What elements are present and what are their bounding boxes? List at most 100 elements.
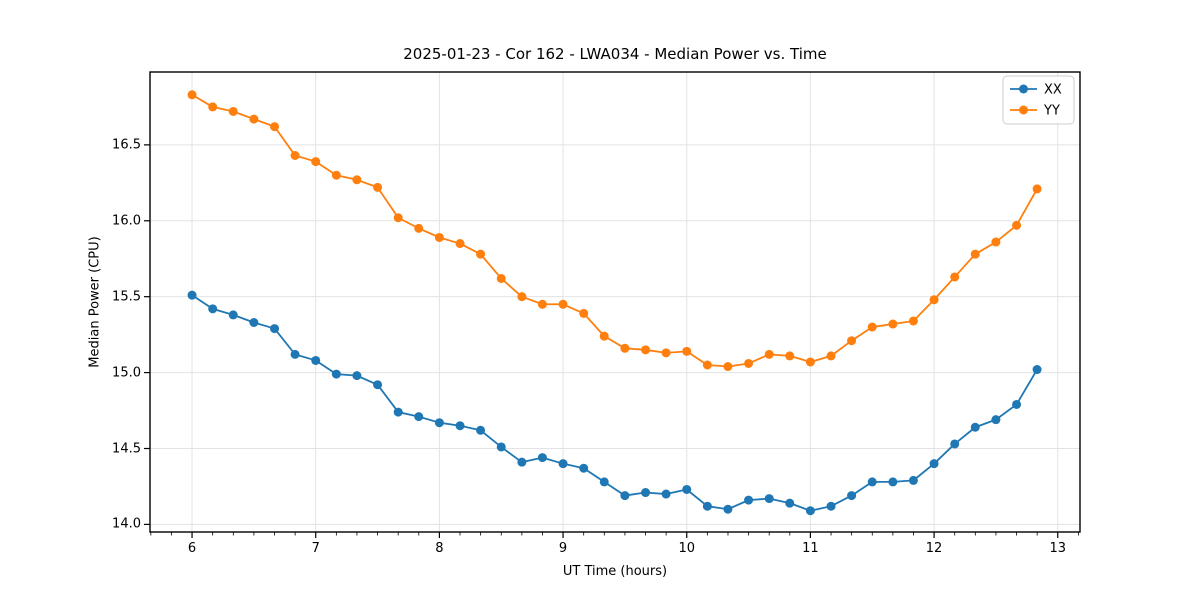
data-point-xx — [702, 501, 712, 511]
data-point-yy — [1012, 220, 1022, 230]
data-point-yy — [228, 106, 238, 116]
data-point-yy — [249, 114, 259, 124]
data-point-yy — [682, 346, 692, 356]
data-point-xx — [950, 439, 960, 449]
data-point-xx — [455, 421, 465, 431]
y-tick-label: 15.5 — [112, 289, 141, 305]
data-point-xx — [311, 355, 321, 365]
data-point-yy — [414, 223, 424, 233]
data-point-xx — [187, 290, 197, 300]
data-point-xx — [517, 457, 527, 467]
data-point-xx — [744, 495, 754, 505]
legend-box — [1002, 75, 1075, 125]
data-point-yy — [1032, 184, 1042, 194]
data-point-yy — [805, 357, 815, 367]
data-point-yy — [641, 345, 651, 355]
legend-marker-xx — [1019, 84, 1028, 94]
data-point-yy — [888, 319, 898, 329]
x-tick-label: 13 — [1049, 541, 1067, 556]
data-point-yy — [723, 362, 733, 372]
y-tick-label: 15.0 — [112, 365, 141, 381]
data-point-yy — [620, 343, 630, 353]
data-point-yy — [187, 90, 197, 100]
data-point-xx — [661, 489, 671, 499]
data-point-xx — [867, 477, 877, 487]
data-point-xx — [723, 504, 733, 514]
data-point-xx — [434, 418, 444, 428]
data-point-xx — [620, 491, 630, 501]
data-point-yy — [476, 249, 486, 259]
data-point-yy — [847, 336, 857, 346]
data-point-yy — [270, 122, 280, 132]
y-tick-label: 16.0 — [112, 213, 141, 229]
data-point-xx — [1012, 399, 1022, 409]
data-point-xx — [249, 317, 259, 327]
data-point-xx — [908, 475, 918, 485]
data-point-xx — [826, 501, 836, 511]
data-point-yy — [929, 295, 939, 305]
x-tick-label: 7 — [311, 541, 320, 556]
x-tick-label: 9 — [558, 541, 568, 556]
data-point-xx — [785, 498, 795, 508]
data-point-xx — [270, 324, 280, 334]
data-point-yy — [331, 170, 341, 180]
data-point-xx — [496, 442, 506, 452]
axes-box — [149, 71, 1081, 533]
data-point-xx — [991, 415, 1001, 425]
data-point-xx — [888, 477, 898, 487]
data-point-yy — [744, 358, 754, 368]
data-point-yy — [867, 322, 877, 332]
x-tick-label: 6 — [187, 541, 197, 556]
data-point-xx — [682, 484, 692, 494]
data-point-xx — [208, 304, 218, 314]
data-point-xx — [764, 494, 774, 504]
data-point-yy — [826, 351, 836, 361]
data-point-xx — [331, 369, 341, 379]
data-point-xx — [599, 477, 609, 487]
data-point-yy — [702, 360, 712, 370]
data-point-yy — [599, 331, 609, 341]
y-tick-label: 16.5 — [112, 137, 141, 153]
data-point-xx — [228, 310, 238, 320]
data-point-yy — [311, 157, 321, 167]
data-point-yy — [908, 316, 918, 326]
data-point-yy — [208, 102, 218, 112]
data-point-yy — [517, 292, 527, 302]
x-tick-label: 11 — [802, 541, 819, 556]
data-point-yy — [434, 232, 444, 242]
legend-marker-yy — [1019, 105, 1028, 115]
legend-label-xx: XX — [1044, 83, 1062, 98]
data-point-yy — [496, 273, 506, 283]
data-point-yy — [785, 351, 795, 361]
data-point-yy — [455, 239, 465, 249]
data-point-xx — [805, 506, 815, 516]
data-point-xx — [641, 488, 651, 498]
data-point-yy — [290, 150, 300, 160]
y-tick-label: 14.0 — [112, 516, 141, 532]
data-point-xx — [393, 407, 403, 417]
data-point-xx — [537, 453, 547, 463]
x-axis-label: UT Time (hours) — [562, 564, 668, 579]
data-point-yy — [661, 348, 671, 358]
data-point-xx — [352, 371, 362, 381]
x-tick-label: 10 — [678, 541, 695, 556]
data-point-xx — [847, 491, 857, 501]
data-point-yy — [373, 182, 383, 192]
y-tick-label: 14.5 — [112, 441, 141, 456]
legend-label-yy: YY — [1043, 104, 1060, 119]
data-point-yy — [558, 299, 568, 309]
data-point-yy — [393, 213, 403, 223]
x-tick-label: 8 — [435, 541, 444, 556]
data-point-yy — [352, 175, 362, 185]
data-point-xx — [476, 425, 486, 435]
data-point-xx — [373, 380, 383, 390]
x-tick-label: 12 — [925, 541, 943, 556]
data-point-xx — [290, 349, 300, 359]
chart-title: 2025-01-23 - Cor 162 - LWA034 - Median P… — [403, 45, 827, 63]
data-point-xx — [929, 459, 939, 469]
data-point-yy — [764, 349, 774, 359]
series-line-yy — [191, 93, 1038, 368]
data-point-xx — [579, 463, 589, 473]
